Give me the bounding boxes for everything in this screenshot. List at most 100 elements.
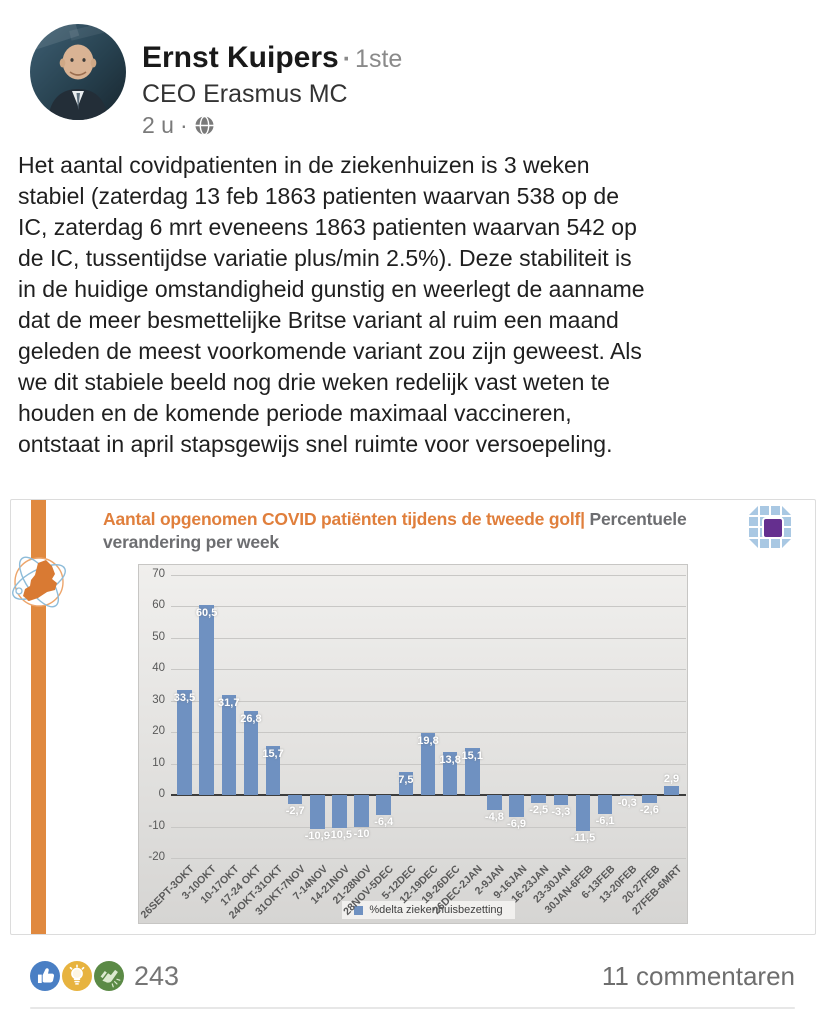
bar — [376, 795, 391, 816]
grid-icon-cell — [749, 528, 758, 537]
post-header: Ernst Kuipers · 1ste CEO Erasmus MC 2 u · — [142, 38, 402, 140]
author-name[interactable]: Ernst Kuipers — [142, 41, 339, 74]
bar — [619, 795, 635, 797]
insightful-lightbulb-icon[interactable] — [62, 961, 92, 991]
bar-value-label: -3,3 — [551, 806, 571, 819]
orange-stripe — [31, 500, 46, 934]
netherlands-globe-logo — [11, 550, 69, 621]
grid-icon-cell — [782, 539, 791, 548]
bar — [265, 745, 281, 796]
bar — [642, 795, 657, 804]
y-axis-tick-label: 10 — [152, 756, 165, 769]
bar — [575, 795, 591, 832]
post-text-line: in de huidige omstandigheid gunstig en w… — [18, 276, 645, 302]
bar-value-label: -11,5 — [570, 832, 596, 845]
bar-value-label: -6,1 — [595, 815, 615, 828]
like-thumb-icon[interactable] — [30, 961, 60, 991]
bar-value-label: -10,5 — [326, 829, 352, 842]
bar-value-label: 15,7 — [262, 747, 284, 760]
bar — [597, 795, 613, 815]
post-text-line: stabiel (zaterdag 13 feb 1863 patienten … — [18, 183, 619, 209]
bar — [487, 795, 502, 811]
bar-value-label: -6,4 — [374, 816, 394, 829]
y-axis-tick-label: 30 — [152, 693, 165, 706]
social-counts-bar: 243 11 commentaren — [30, 958, 795, 994]
bar-value-label: 7,5 — [398, 773, 414, 786]
celebrate-clap-icon[interactable] — [94, 961, 124, 991]
bar — [531, 795, 546, 803]
bar-value-label: 19,8 — [417, 734, 439, 747]
y-axis-tick-label: -10 — [148, 819, 165, 832]
avatar[interactable] — [30, 24, 126, 120]
legend-swatch — [354, 905, 364, 915]
bar-value-label: -6,9 — [507, 817, 527, 830]
y-axis-tick-label: 60 — [152, 599, 165, 612]
comments-count[interactable]: 11 commentaren — [601, 960, 795, 991]
bar-value-label: 60,5 — [195, 606, 218, 619]
grid-icon-cell — [749, 517, 758, 526]
bar-value-label: -4,8 — [484, 811, 504, 824]
x-axis-line — [171, 794, 686, 797]
grid-icon-cell — [782, 517, 791, 526]
y-axis-tick-label: 50 — [152, 630, 165, 643]
bar — [221, 695, 237, 796]
post-time: 2 u — [142, 112, 174, 138]
bar-value-label: -2,5 — [529, 803, 549, 816]
chart-title-gray: Percentuele verandering per week — [103, 509, 687, 552]
chart-title: Aantal opgenomen COVID patiënten tijdens… — [103, 508, 743, 554]
bar-value-label: 33,5 — [173, 691, 196, 704]
y-axis-tick-label: 40 — [152, 662, 165, 675]
post-text-line: dat de meer besmettelijke Britse variant… — [18, 307, 619, 333]
grid-icon-cell — [782, 528, 791, 537]
grid-icon-cell — [782, 506, 791, 515]
bar — [354, 795, 369, 827]
gridline — [171, 669, 686, 671]
post-text-line: we dit stabiele beeld nog drie weken red… — [18, 369, 610, 395]
grid-icon-cell — [771, 539, 780, 548]
bar — [287, 795, 303, 804]
y-axis-tick-label: -20 — [148, 851, 165, 863]
bar — [398, 771, 414, 796]
bar-value-label: -0,3 — [617, 797, 637, 810]
bar — [664, 785, 679, 796]
gridline — [171, 575, 686, 576]
post-text: Het aantal covidpatienten in de ziekenhu… — [18, 150, 816, 460]
bar — [177, 689, 192, 796]
grid-icon-cell — [760, 506, 769, 515]
bar-value-label: 15,1 — [461, 749, 483, 762]
connection-degree: 1ste — [355, 45, 403, 73]
bar — [310, 795, 325, 830]
grid-icon-cell — [771, 506, 780, 515]
bar-value-label: 2,9 — [663, 772, 680, 785]
grid-icon-cell — [749, 506, 758, 515]
bar-value-label: -2,7 — [285, 804, 305, 817]
bar — [465, 747, 480, 796]
gridline — [171, 826, 686, 828]
gridline — [171, 858, 686, 859]
bar — [243, 710, 259, 796]
bar — [199, 604, 214, 796]
chart-image-attachment[interactable]: Aantal opgenomen COVID patiënten tijdens… — [10, 499, 816, 935]
gridline — [171, 637, 686, 639]
bar — [332, 795, 347, 829]
avatar-photo — [30, 24, 126, 120]
post-text-line: houden en de komende periode maximaal va… — [18, 400, 572, 426]
grid-icon-purple-square — [762, 517, 784, 539]
gridline — [171, 700, 686, 702]
post-text-line: Het aantal covidpatienten in de ziekenhu… — [18, 152, 590, 178]
bar-value-label: 26,8 — [240, 712, 262, 725]
y-axis-tick-label: 20 — [152, 725, 165, 738]
gridline — [171, 606, 686, 608]
post-text-line: IC, zaterdag 6 mrt eveneens 1863 patient… — [18, 214, 637, 240]
reactions-count[interactable]: 243 — [134, 960, 180, 991]
chart-title-orange: Aantal opgenomen COVID patiënten tijdens… — [103, 509, 585, 529]
degree-separator: · — [342, 45, 352, 73]
meta-separator: · — [179, 112, 188, 138]
chart-area: %delta ziekenhuisbezetting 70 60 50 40 30 20 1… — [138, 564, 688, 924]
gridline — [171, 732, 686, 734]
bar — [442, 751, 458, 796]
bar — [420, 732, 436, 796]
legend-label: %delta ziekenhuisbezetting — [369, 904, 503, 916]
post-text-line: ontstaat in april stapsgewijs snel ruimt… — [18, 431, 613, 457]
chart-legend: %delta ziekenhuisbezetting — [171, 901, 686, 919]
